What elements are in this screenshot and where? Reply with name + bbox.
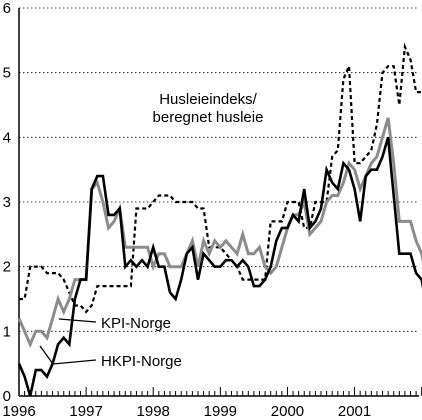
series-line-kpi-norge — [17, 117, 422, 349]
annotation-hkpi-norge: HKPI-Norge — [101, 353, 182, 370]
y-tick-label: 6 — [3, 0, 11, 17]
y-tick-label: 3 — [3, 194, 11, 211]
annotation-kpi-norge: KPI-Norge — [101, 315, 171, 332]
annotation-husleieindeks-beregnet-husleie: Husleieindeks/ — [159, 91, 257, 108]
x-tick-label: 2000 — [271, 403, 304, 420]
series-line-hkpi-norge — [17, 136, 422, 397]
y-tick-label: 4 — [3, 129, 11, 146]
tick-labels: 0 1 2 3 4 5 6 1996 1997 1998 1999 2000 2001 — [2, 0, 371, 420]
series-line-husleieindeks-beregnet-husleie — [19, 42, 422, 314]
annotation-husleieindeks-beregnet-husleie: beregnet husleie — [153, 109, 264, 126]
series-lines — [17, 42, 422, 397]
x-tick-label: 2001 — [338, 403, 371, 420]
y-tick-label: 1 — [3, 323, 11, 340]
y-tick-label: 5 — [3, 65, 11, 82]
x-tick-label: 1997 — [69, 403, 102, 420]
annotations: Husleieindeks/beregnet husleie KPI-Norge H… — [39, 91, 264, 370]
y-tick-label: 0 — [3, 388, 11, 405]
annotation-leader-kpi-norge — [58, 318, 97, 323]
x-tick-label: 1998 — [137, 403, 170, 420]
y-tick-label: 2 — [3, 259, 11, 276]
x-tick-label: 1996 — [2, 403, 35, 420]
axes — [18, 8, 422, 397]
annotation-leader-hkpi-norge — [39, 345, 97, 365]
x-tick-label: 1999 — [204, 403, 237, 420]
